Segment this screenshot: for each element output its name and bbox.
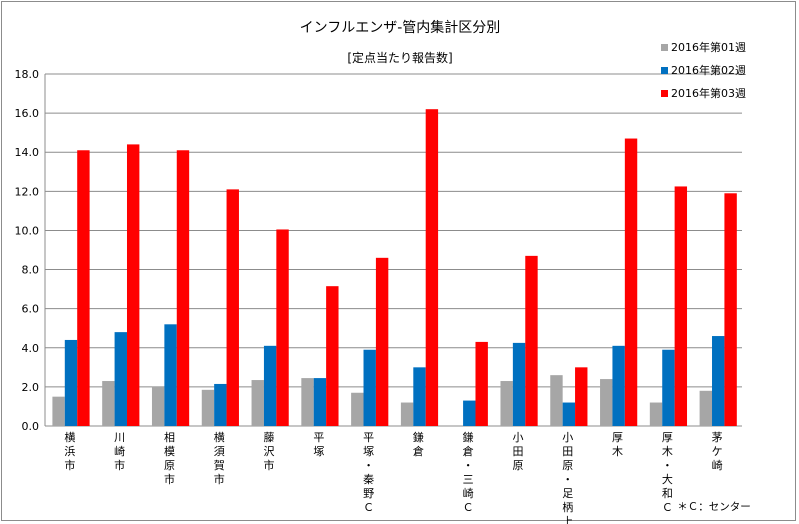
x-category-label: 厚木・大和Ｃ: [662, 431, 673, 514]
y-tick-label: 0.0: [22, 420, 40, 433]
bar-1-6: [351, 392, 364, 426]
bar-3-4: [276, 229, 289, 426]
y-tick-label: 8.0: [22, 264, 40, 277]
bar-1-1: [102, 381, 115, 426]
bar-1-10: [550, 375, 563, 426]
bar-2-9: [512, 342, 526, 426]
bar-1-3: [201, 389, 215, 426]
legend-swatch: [661, 67, 668, 74]
bar-3-9: [525, 255, 538, 426]
y-tick-label: 6.0: [22, 303, 40, 316]
bar-3-0: [77, 150, 90, 426]
bar-3-1: [126, 144, 140, 426]
x-category-label: 横須賀市: [214, 430, 225, 486]
bar-3-7: [425, 109, 439, 426]
bar-3-8: [475, 341, 488, 426]
x-category-label: 小田原・足柄上Ｃ: [562, 431, 573, 524]
bar-3-11: [624, 138, 638, 427]
chart-subtitle: [定点当たり報告数]: [347, 50, 452, 65]
y-tick-label: 4.0: [22, 342, 40, 355]
x-category-label: 川崎市: [114, 431, 125, 472]
x-category-label: 平塚: [313, 431, 324, 458]
bar-2-0: [64, 339, 78, 426]
legend-swatch: [661, 90, 668, 97]
bar-1-7: [400, 402, 414, 426]
bar-3-5: [326, 286, 339, 426]
bar-2-11: [612, 345, 625, 426]
x-category-label: 鎌倉・三崎Ｃ: [463, 430, 474, 514]
x-category-label: 相模原市: [164, 431, 175, 486]
chart-title: インフルエンザ-管内集計区分別: [300, 19, 501, 36]
bar-2-1: [114, 332, 127, 426]
legend-swatch: [661, 44, 668, 51]
bar-2-12: [662, 349, 675, 426]
x-category-label: 鎌倉: [413, 430, 424, 458]
bar-3-12: [674, 186, 688, 426]
bar-1-4: [251, 380, 264, 426]
legend-label: 2016年第01週: [671, 40, 746, 54]
bar-3-2: [176, 150, 190, 426]
legend-label: 2016年第02週: [671, 63, 746, 77]
bar-2-2: [164, 324, 177, 426]
bar-3-6: [375, 257, 389, 426]
y-tick-label: 12.0: [15, 185, 40, 198]
x-category-label: 厚木: [612, 431, 623, 458]
x-category-label: 横浜市: [64, 430, 75, 472]
bar-2-6: [363, 349, 376, 426]
bar-1-12: [649, 402, 663, 426]
bar-2-5: [313, 378, 327, 426]
bar-1-0: [52, 396, 65, 426]
x-axis-category-labels: 横浜市 川崎市 相模原市 横須賀市 藤沢市 平塚 平塚・秦野Ｃ 鎌倉 鎌倉・三崎Ｃ 小田原 小田原・…: [64, 430, 722, 524]
x-category-label: 藤沢市: [264, 431, 275, 472]
bar-2-8: [463, 400, 476, 426]
bar-2-13: [712, 336, 725, 426]
legend: 2016年第01週 2016年第02週 2016年第03週: [661, 40, 746, 100]
bar-1-11: [600, 379, 613, 426]
y-tick-label: 14.0: [15, 146, 40, 159]
bar-1-5: [301, 378, 314, 426]
bar-3-13: [724, 193, 737, 426]
y-tick-label: 18.0: [15, 68, 40, 81]
bar-1-9: [500, 381, 513, 426]
bar-2-3: [214, 383, 227, 426]
y-tick-label: 10.0: [15, 224, 40, 237]
legend-label: 2016年第03週: [671, 86, 746, 100]
y-axis-tick-labels: 0.0 2.0 4.0 6.0 8.0 10.0 12.0 14.0 16.0 18.0: [15, 68, 40, 433]
x-category-label: 平塚・秦野Ｃ: [363, 431, 374, 514]
bar-2-7: [413, 367, 426, 426]
bar-3-10: [575, 367, 588, 426]
y-tick-label: 16.0: [15, 107, 40, 120]
bars: [52, 109, 737, 427]
x-category-label: 茅ケ崎: [712, 431, 723, 472]
bar-3-3: [226, 189, 239, 426]
y-tick-label: 2.0: [22, 381, 40, 394]
x-category-label: 小田原: [512, 431, 523, 472]
bar-1-2: [151, 386, 165, 426]
footnote: ＊Ｃ：センター: [677, 501, 751, 513]
bar-1-13: [699, 390, 713, 426]
bar-2-10: [562, 402, 576, 426]
bar-2-4: [263, 345, 277, 426]
grid-lines: [44, 73, 742, 427]
